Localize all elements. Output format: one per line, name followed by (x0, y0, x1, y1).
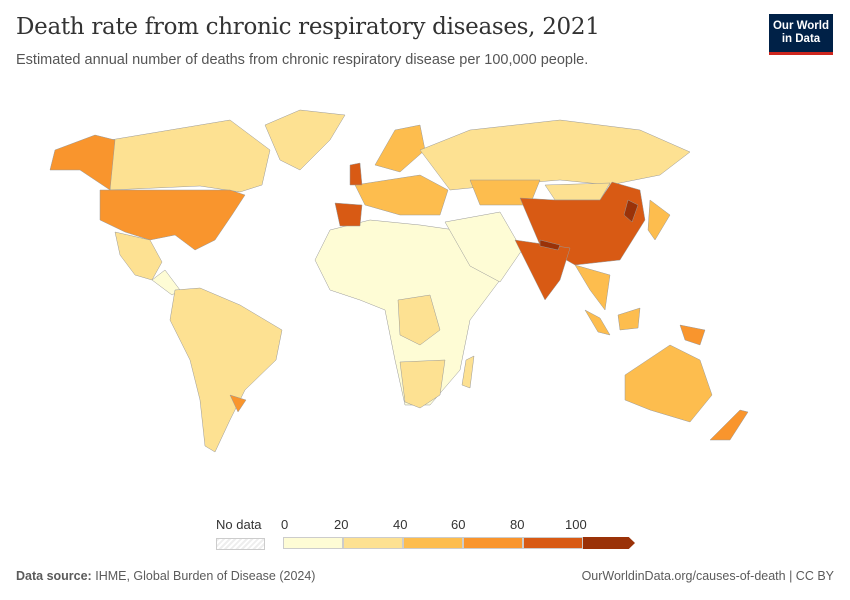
legend-tick-20: 20 (334, 517, 349, 532)
region-indonesia[interactable] (584, 309, 611, 336)
region-southeast-asia[interactable] (574, 264, 611, 311)
legend-bin-40-60 (403, 537, 463, 549)
region-scandinavia[interactable] (374, 124, 426, 173)
region-uruguay[interactable] (229, 394, 247, 413)
owid-logo[interactable]: Our World in Data (769, 14, 833, 55)
legend-bin-0-20 (283, 537, 343, 549)
region-nepal[interactable] (539, 239, 561, 251)
region-southern-africa[interactable] (399, 359, 446, 409)
logo-line1: Our World (772, 20, 829, 32)
legend-no-data-label: No data (216, 517, 262, 532)
region-india[interactable] (514, 239, 571, 301)
chart-subtitle: Estimated annual number of deaths from c… (16, 52, 589, 68)
region-greenland[interactable] (264, 109, 346, 171)
region-russia[interactable] (419, 119, 691, 191)
legend-no-data-swatch (216, 538, 265, 550)
region-usa[interactable] (99, 189, 246, 251)
region-africa-central[interactable] (397, 294, 441, 346)
legend-tick-100: 100 (565, 517, 587, 532)
legend-bin-80-100 (523, 537, 583, 549)
source-link[interactable]: OurWorldinData.org/causes-of-death | CC … (581, 569, 834, 583)
region-alaska[interactable] (49, 134, 116, 191)
chart-title: Death rate from chronic respiratory dise… (16, 14, 600, 40)
region-korea[interactable] (623, 199, 639, 223)
region-japan[interactable] (647, 199, 671, 241)
region-middle-east[interactable] (444, 211, 523, 283)
legend-tick-80: 80 (510, 517, 525, 532)
region-madagascar[interactable] (461, 355, 475, 389)
region-spain[interactable] (334, 202, 363, 227)
data-source: Data source: IHME, Global Burden of Dise… (16, 569, 315, 583)
source-label: Data source: (16, 569, 92, 583)
region-borneo[interactable] (617, 307, 641, 331)
legend-bin-100-plus (583, 537, 635, 549)
region-new-zealand[interactable] (709, 409, 749, 441)
region-canada[interactable] (109, 119, 271, 193)
legend-tick-0: 0 (281, 517, 289, 532)
region-europe[interactable] (354, 174, 449, 216)
region-south-america[interactable] (169, 287, 283, 453)
legend-tick-40: 40 (393, 517, 408, 532)
legend-tick-60: 60 (451, 517, 466, 532)
source-text: IHME, Global Burden of Disease (2024) (95, 569, 316, 583)
region-png[interactable] (679, 324, 706, 346)
region-australia[interactable] (624, 344, 713, 423)
logo-line2: in Data (781, 33, 821, 45)
legend-bin-20-40 (343, 537, 403, 549)
legend-bin-60-80 (463, 537, 523, 549)
region-mongolia[interactable] (544, 182, 611, 201)
region-uk[interactable] (349, 162, 363, 186)
